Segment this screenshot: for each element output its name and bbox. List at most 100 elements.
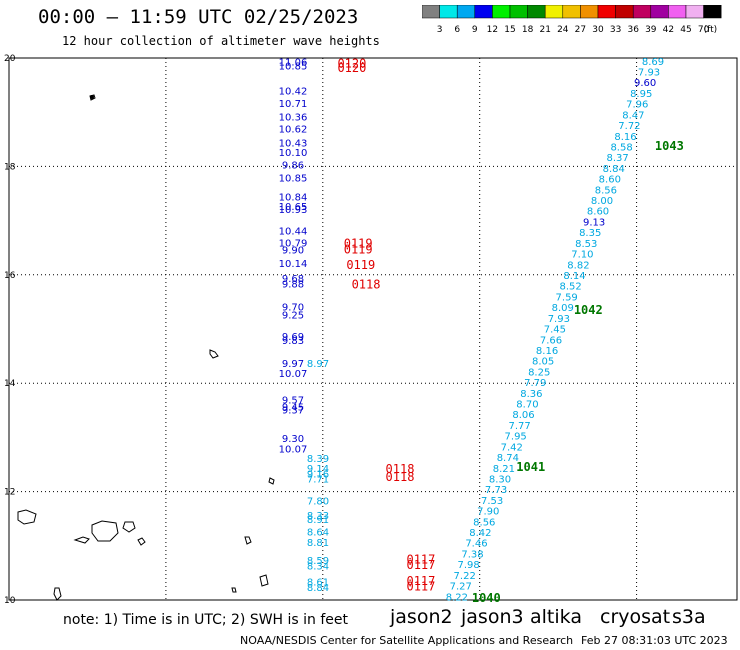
swh-value: 7.22 [454, 571, 476, 582]
swh-value: 10.85 [279, 62, 308, 73]
swh-value: 9.37 [282, 405, 304, 416]
scale-label: 15 [504, 25, 515, 35]
pass-time-label: 0119 [344, 242, 373, 256]
pass-time-label: 0120 [337, 61, 366, 75]
swh-value: 8.81 [307, 538, 329, 549]
scale-label: 9 [472, 25, 478, 35]
swh-value: 9.90 [282, 245, 304, 256]
swh-value: 7.79 [524, 378, 546, 389]
island-outline [137, 537, 146, 546]
swh-value: 8.25 [528, 367, 550, 378]
lat-tick-label: 16 [4, 271, 16, 281]
lat-tick-label: 18 [4, 162, 16, 172]
swh-value: 11.06 [279, 57, 308, 68]
swh-value: 9.69 [282, 332, 304, 343]
scale-label: 27 [575, 25, 586, 35]
swh-value: 10.10 [279, 148, 308, 159]
swh-value: 10.14 [279, 259, 308, 270]
swh-value: 8.95 [630, 89, 652, 100]
pass-time-label: 0117 [406, 579, 435, 593]
scale-label: 39 [645, 25, 657, 35]
scale-label: 12 [487, 25, 498, 35]
swh-value: 7.72 [618, 121, 640, 132]
swh-value: 7.71 [307, 475, 329, 486]
island-outline [209, 349, 219, 359]
legend-jason2: jason2 [390, 606, 453, 628]
swh-value: 8.91 [307, 515, 329, 526]
swh-value: 8.06 [512, 410, 534, 421]
swh-value: 8.84 [603, 164, 625, 175]
swh-value: 8.58 [610, 142, 632, 153]
swh-value: 8.53 [575, 239, 597, 250]
swh-value: 7.53 [481, 496, 503, 507]
swh-value: 9.30 [282, 434, 304, 445]
lat-tick-label: 10 [4, 596, 16, 605]
swh-value: 8.16 [614, 132, 636, 143]
swh-value: 9.68 [282, 274, 304, 285]
swh-value: 8.47 [622, 110, 644, 121]
swh-value: 8.35 [579, 228, 601, 239]
scale-label: 6 [454, 25, 460, 35]
swh-value: 8.22 [446, 592, 468, 603]
footer-credit: NOAA/NESDIS Center for Satellite Applica… [240, 634, 574, 647]
swh-value: 9.16 [307, 469, 329, 480]
swh-value: 7.59 [556, 292, 578, 303]
island-outline [268, 477, 275, 485]
swh-value: 8.42 [469, 528, 491, 539]
swh-value: 8.56 [595, 185, 617, 196]
swh-value: 8.60 [599, 175, 621, 186]
swh-value: 8.56 [473, 517, 495, 528]
swh-value: 10.62 [279, 125, 308, 136]
pass-time-label: 0119 [344, 236, 373, 250]
swh-value: 8.74 [497, 453, 519, 464]
legend-cryosat: cryosat [600, 606, 671, 628]
swh-value: 8.33 [307, 511, 329, 522]
swh-value: 7.38 [461, 549, 483, 560]
island-dot [90, 95, 94, 99]
lat-tick-label: 20 [4, 54, 16, 64]
pass-time-label: 0117 [406, 552, 435, 566]
swh-value: 10.79 [279, 238, 308, 249]
swh-value: 7.66 [540, 335, 562, 346]
swh-value: 8.64 [307, 527, 329, 538]
swh-value: 8.59 [307, 556, 329, 567]
scale-label: 42 [663, 25, 674, 35]
swh-value: 7.45 [544, 325, 566, 336]
swh-value: 10.43 [279, 139, 308, 150]
swh-value: 10.84 [279, 192, 308, 203]
pass-time-label: 1042 [574, 303, 603, 317]
scale-label: 36 [627, 25, 639, 35]
island-outline [73, 536, 90, 544]
swh-value: 10.44 [279, 226, 308, 237]
pass-time-label: 0118 [352, 278, 381, 292]
swh-value: 8.82 [567, 260, 589, 271]
scale-label: 3 [437, 25, 443, 35]
scale-label: 30 [592, 25, 604, 35]
swh-value: 10.36 [279, 113, 308, 124]
swh-value: 8.16 [536, 346, 558, 357]
island-outline [17, 509, 37, 525]
swh-value: 10.07 [279, 369, 308, 380]
swh-value: 8.14 [563, 271, 585, 282]
page-title: 00:00 – 11:59 UTC 02/25/2023 [38, 6, 359, 28]
footer-date: Feb 27 08:31:03 UTC 2023 [581, 634, 728, 647]
swh-value: 7.90 [477, 507, 499, 518]
island-outline [231, 587, 237, 593]
pass-time-label: 0119 [346, 258, 375, 272]
swh-value: 9.13 [583, 217, 605, 228]
swh-value: 7.10 [571, 250, 593, 261]
swh-value: 8.97 [307, 359, 329, 370]
swh-value: 8.09 [552, 303, 574, 314]
island-outline [53, 587, 62, 601]
swh-value: 9.86 [282, 160, 304, 171]
wave-height-map: 1651681711741771012141618208.697.939.608… [4, 54, 738, 605]
swh-value: 7.95 [505, 432, 527, 443]
swh-value: 10.85 [279, 173, 308, 184]
color-scale-legend: 3 6 9 12 15 18 21 24 27 30 33 36 39 42 45 70(ft) [422, 5, 722, 35]
swh-value: 7.93 [638, 68, 660, 79]
swh-value: 8.37 [607, 153, 629, 164]
page-subtitle: 12 hour collection of altimeter wave hei… [62, 34, 380, 48]
swh-value: 9.60 [634, 78, 656, 89]
island-outline [259, 574, 269, 587]
pass-time-label: 1041 [516, 460, 545, 474]
